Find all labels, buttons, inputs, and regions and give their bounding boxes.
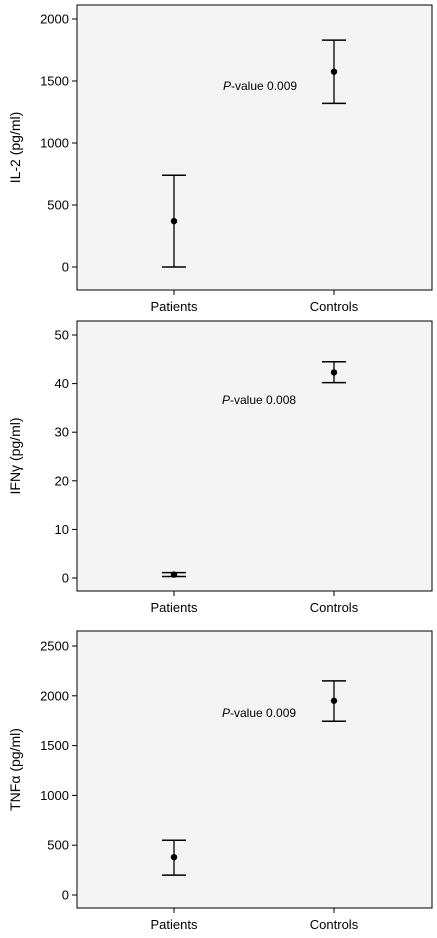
x-tick-label: Controls: [310, 600, 359, 615]
p-value-text: -value 0.009: [231, 79, 297, 93]
y-tick-label: 1000: [40, 136, 69, 151]
p-value-italic: P: [223, 79, 231, 93]
y-axis-label: IFNγ (pg/ml): [7, 418, 23, 495]
plot-area: [76, 4, 433, 291]
y-tick-label: 0: [62, 571, 69, 586]
plot-area: [76, 320, 433, 592]
y-tick-label: 2000: [40, 688, 69, 703]
chart-panel-2: 0 10 20 30 40 50 Patients Controls IFNγ (pg/ml) P…: [7, 320, 433, 615]
y-tick-label: 1500: [40, 738, 69, 753]
x-tick-label: Patients: [151, 600, 198, 615]
y-tick-label: 10: [55, 522, 69, 537]
p-value-annotation: P-value 0.009: [222, 706, 296, 720]
mean-point-controls: [330, 369, 338, 376]
y-tick-label: 500: [47, 838, 69, 853]
p-value-text: -value 0.008: [230, 393, 296, 407]
y-tick-label: 50: [55, 328, 69, 343]
y-tick-label: 2500: [40, 639, 69, 654]
p-value-text: -value 0.009: [230, 706, 296, 720]
y-tick-label: 20: [55, 473, 69, 488]
chart-panel-3: 0 500 1000 1500 2000 2500 Patients Controls TNFα…: [7, 630, 433, 932]
y-tick-label: 1500: [40, 74, 69, 89]
mean-point-patients: [170, 217, 178, 225]
y-tick-label: 500: [47, 198, 69, 213]
y-tick-label: 40: [55, 376, 69, 391]
p-value-annotation: P-value 0.009: [223, 79, 297, 93]
x-tick-label: Patients: [151, 299, 198, 314]
y-tick-label: 2000: [40, 12, 69, 27]
y-tick-label: 30: [55, 425, 69, 440]
p-value-italic: P: [222, 393, 230, 407]
x-tick-label: Controls: [310, 299, 359, 314]
mean-point-patients: [170, 853, 178, 861]
plot-area: [76, 630, 433, 909]
y-tick-label: 0: [62, 888, 69, 903]
y-tick-label: 0: [62, 260, 69, 275]
mean-point-patients: [170, 571, 178, 578]
y-tick-label: 1000: [40, 788, 69, 803]
x-tick-label: Patients: [151, 917, 198, 932]
p-value-italic: P: [222, 706, 230, 720]
y-axis-label: TNFα (pg/ml): [7, 728, 23, 811]
chart-panel-1: 0 500 1000 1500 2000 Patients Controls IL-2 (pg…: [7, 4, 433, 314]
mean-point-controls: [330, 697, 338, 704]
p-value-annotation: P-value 0.008: [222, 393, 296, 407]
mean-point-controls: [330, 68, 338, 75]
y-axis-label: IL-2 (pg/ml): [7, 112, 23, 184]
x-tick-label: Controls: [310, 917, 359, 932]
